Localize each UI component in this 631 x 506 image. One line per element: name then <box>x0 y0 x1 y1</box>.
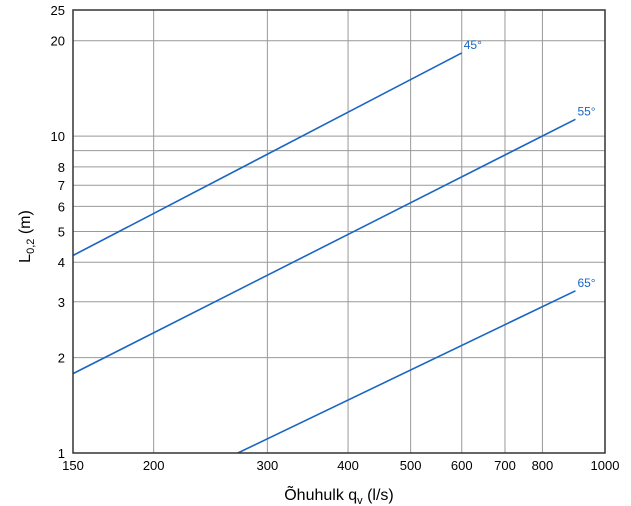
x-tick-label: 200 <box>143 458 165 473</box>
y-tick-label: 20 <box>51 34 65 49</box>
series-label: 45° <box>464 38 482 52</box>
y-tick-label: 7 <box>58 178 65 193</box>
y-tick-label: 1 <box>58 446 65 461</box>
y-tick-label: 5 <box>58 225 65 240</box>
y-axis-title-main: L <box>17 254 34 263</box>
x-tick-label: 150 <box>62 458 84 473</box>
series-labels: 45° 55° 65° <box>464 38 596 290</box>
y-tick-label: 4 <box>58 255 65 270</box>
y-axis-title-sub: 0,2 <box>25 239 37 254</box>
grid-lines <box>73 10 605 453</box>
y-tick-labels: 1 2 3 4 5 6 7 8 10 20 25 <box>51 3 65 461</box>
y-tick-label: 25 <box>51 3 65 18</box>
x-axis-title-main: Õhuhulk q <box>284 484 357 504</box>
series-label: 55° <box>577 104 595 118</box>
plot-frame <box>72 9 606 454</box>
x-tick-label: 400 <box>337 458 359 473</box>
series-line <box>72 118 576 375</box>
x-tick-label: 300 <box>257 458 279 473</box>
y-axis-title: L0,2 (m) <box>17 210 37 263</box>
x-tick-labels: 150 200 300 400 500 600 700 800 1000 <box>62 458 619 473</box>
y-tick-label: 2 <box>58 351 65 366</box>
y-axis-title-tail: (m) <box>17 210 34 238</box>
y-tick-label: 8 <box>58 160 65 175</box>
x-axis-title-tail: (l/s) <box>363 487 394 504</box>
y-tick-label: 3 <box>58 295 65 310</box>
y-tick-label: 10 <box>51 129 65 144</box>
x-tick-label: 600 <box>451 458 473 473</box>
x-axis-title: Õhuhulk qv (l/s) <box>284 484 394 506</box>
y-tick-label: 6 <box>58 199 65 214</box>
series-line <box>72 52 463 257</box>
x-tick-label: 500 <box>400 458 422 473</box>
x-tick-label: 1000 <box>591 458 620 473</box>
x-tick-label: 800 <box>532 458 554 473</box>
x-tick-label: 700 <box>494 458 516 473</box>
series-lines <box>72 52 576 454</box>
series-label: 65° <box>577 276 595 290</box>
x-axis-title-sub: v <box>357 495 363 506</box>
series-line <box>237 290 576 454</box>
